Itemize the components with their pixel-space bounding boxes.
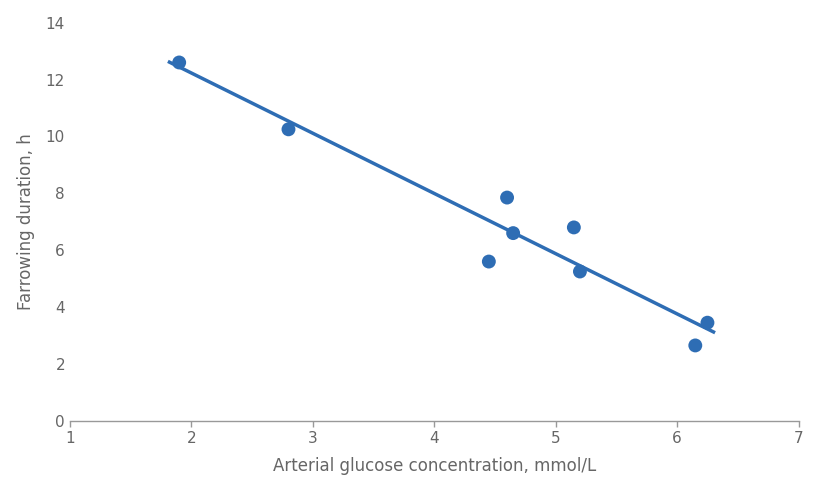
Y-axis label: Farrowing duration, h: Farrowing duration, h [16, 133, 34, 310]
Point [567, 223, 580, 231]
Point [173, 59, 186, 66]
Point [282, 125, 295, 133]
Point [500, 194, 513, 202]
Point [572, 268, 586, 276]
Point [482, 258, 495, 266]
Point [700, 319, 713, 327]
X-axis label: Arterial glucose concentration, mmol/L: Arterial glucose concentration, mmol/L [272, 458, 595, 475]
Point [688, 341, 701, 349]
Point [506, 229, 519, 237]
